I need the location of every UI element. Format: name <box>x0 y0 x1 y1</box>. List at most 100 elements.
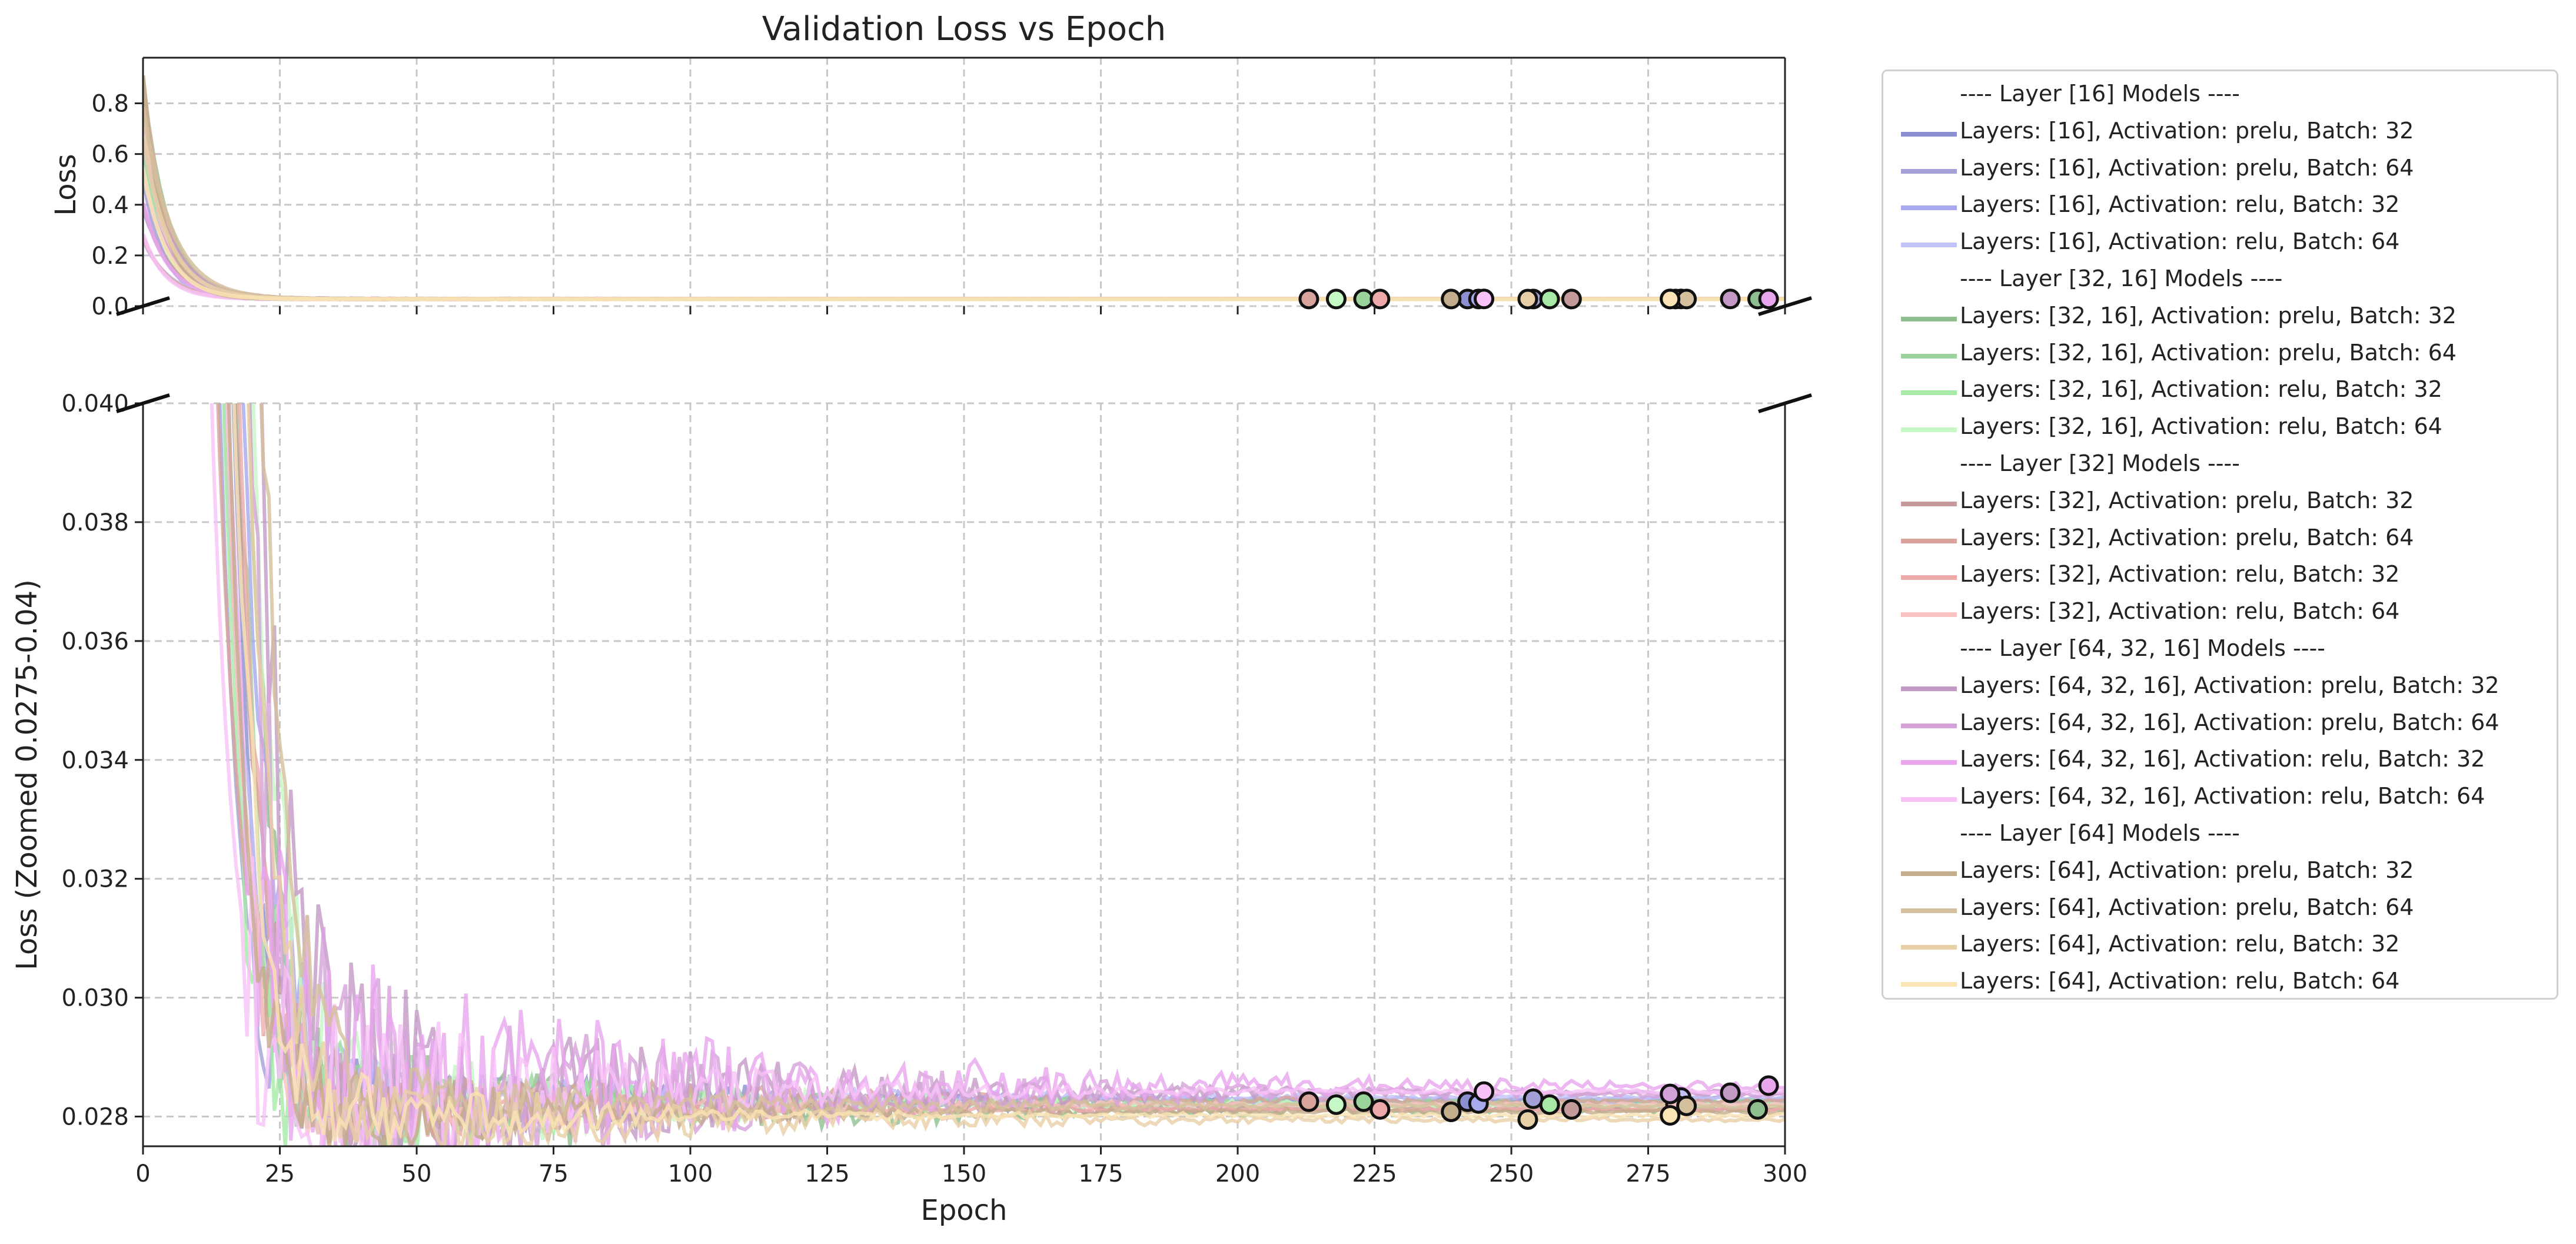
best-epoch-marker-top <box>1660 288 1681 310</box>
axes: 0 25 50 75 100 125 150 175 200 225 250 275 300 0.0 0.2… <box>61 57 1812 1187</box>
legend-swatch <box>1901 612 1957 618</box>
legend-swatch <box>1901 908 1957 913</box>
legend-label: Layers: [16], Activation: relu, Batch: 6… <box>1960 228 2400 255</box>
y-tick-label: 0.030 <box>61 985 129 1012</box>
series-line-bottom <box>246 403 1785 1146</box>
series-line-bottom <box>210 403 1785 1146</box>
best-epoch-marker-bottom <box>1758 1075 1779 1096</box>
best-epoch-marker-bottom <box>1720 1082 1741 1103</box>
legend-swatch <box>1901 945 1957 950</box>
best-epoch-marker-bottom <box>1517 1109 1538 1130</box>
bottom-y-axis-label: Loss (Zoomed 0.0275-0.04) <box>11 579 44 970</box>
y-tick-label: 0.6 <box>91 141 129 168</box>
legend-swatch <box>1901 131 1957 137</box>
legend-label: ---- Layer [32, 16] Models ---- <box>1960 266 2283 291</box>
best-epoch-marker-top <box>1441 288 1462 310</box>
legend-swatch <box>1901 723 1957 728</box>
legend-entry: Layers: [32, 16], Activation: prelu, Bat… <box>1883 336 2557 373</box>
best-epoch-marker-bottom <box>1660 1105 1681 1126</box>
best-epoch-marker-bottom <box>1676 1095 1697 1116</box>
best-epoch-marker-bottom <box>1325 1094 1347 1115</box>
best-epoch-marker-bottom <box>1370 1099 1391 1120</box>
legend-entry: Layers: [32], Activation: prelu, Batch: … <box>1883 521 2557 558</box>
legend-entry: Layers: [32, 16], Activation: prelu, Bat… <box>1883 299 2557 336</box>
legend-entry: Layers: [32, 16], Activation: relu, Batc… <box>1883 410 2557 446</box>
top-panel-lines <box>143 75 1785 302</box>
legend-group-header: ---- Layer [32, 16] Models ---- <box>1883 262 2557 298</box>
legend-swatch <box>1901 168 1957 174</box>
x-tick-label: 75 <box>539 1160 569 1187</box>
top-y-axis-label: Loss <box>49 154 82 215</box>
x-tick-label: 100 <box>668 1160 713 1187</box>
legend-label: Layers: [16], Activation: relu, Batch: 3… <box>1960 191 2400 218</box>
y-tick-label: 0.8 <box>91 91 129 118</box>
best-epoch-marker-top <box>1720 288 1741 310</box>
legend-label: Layers: [32, 16], Activation: relu, Batc… <box>1960 413 2442 440</box>
legend-swatch <box>1901 205 1957 211</box>
legend-group-header: ---- Layer [64] Models ---- <box>1883 817 2557 853</box>
legend: ---- Layer [16] Models ---- Layers: [16],… <box>1882 69 2558 1000</box>
x-tick-label: 175 <box>1078 1160 1123 1187</box>
series-line-bottom <box>259 403 1785 1139</box>
legend-entry: Layers: [64, 32, 16], Activation: relu, … <box>1883 742 2557 779</box>
x-tick-label: 150 <box>942 1160 986 1187</box>
legend-swatch <box>1901 871 1957 876</box>
axis-break-mark <box>116 296 170 316</box>
legend-entry: Layers: [16], Activation: relu, Batch: 3… <box>1883 188 2557 224</box>
y-tick-label: 0.038 <box>61 509 129 536</box>
legend-swatch <box>1901 797 1957 802</box>
legend-label: Layers: [32], Activation: relu, Batch: 6… <box>1960 598 2400 625</box>
legend-entry: Layers: [32], Activation: relu, Batch: 3… <box>1883 558 2557 594</box>
y-tick-label: 0.0 <box>91 293 129 320</box>
y-tick-label: 0.2 <box>91 243 129 270</box>
legend-label: Layers: [64], Activation: prelu, Batch: … <box>1960 857 2414 883</box>
legend-label: Layers: [64], Activation: relu, Batch: 3… <box>1960 931 2400 957</box>
best-epoch-marker-bottom <box>1353 1091 1374 1112</box>
legend-label: Layers: [16], Activation: prelu, Batch: … <box>1960 154 2414 181</box>
best-epoch-marker-top <box>1758 288 1779 310</box>
legend-swatch <box>1901 501 1957 506</box>
legend-label: Layers: [32], Activation: relu, Batch: 3… <box>1960 561 2400 588</box>
legend-swatch <box>1901 353 1957 359</box>
legend-swatch <box>1901 760 1957 765</box>
grid <box>142 58 1786 1146</box>
legend-entry: Layers: [32, 16], Activation: relu, Batc… <box>1883 373 2557 409</box>
legend-entry: Layers: [64, 32, 16], Activation: relu, … <box>1883 779 2557 816</box>
legend-entry: Layers: [16], Activation: prelu, Batch: … <box>1883 151 2557 188</box>
best-epoch-marker-bottom <box>1298 1091 1319 1112</box>
legend-label: Layers: [64, 32, 16], Activation: relu, … <box>1960 783 2485 810</box>
legend-label: Layers: [64, 32, 16], Activation: prelu,… <box>1960 672 2499 698</box>
best-epoch-marker-top <box>1325 288 1347 310</box>
series-line-bottom <box>232 403 1785 1146</box>
chart-title: Validation Loss vs Epoch <box>762 10 1166 48</box>
x-axis-label: Epoch <box>921 1194 1008 1227</box>
legend-entry: Layers: [64, 32, 16], Activation: prelu,… <box>1883 706 2557 742</box>
legend-swatch <box>1901 575 1957 580</box>
legend-entry: Layers: [64], Activation: relu, Batch: 3… <box>1883 927 2557 964</box>
legend-label: Layers: [64, 32, 16], Activation: relu, … <box>1960 746 2485 772</box>
best-epoch-marker-bottom <box>1539 1094 1560 1115</box>
x-tick-label: 300 <box>1763 1160 1807 1187</box>
x-tick-label: 225 <box>1352 1160 1397 1187</box>
legend-entry: Layers: [16], Activation: relu, Batch: 6… <box>1883 225 2557 261</box>
y-tick-label: 0.040 <box>61 390 129 417</box>
y-tick-label: 0.4 <box>91 192 129 219</box>
legend-entry: Layers: [64], Activation: relu, Batch: 6… <box>1883 964 2557 1001</box>
legend-entry: Layers: [16], Activation: prelu, Batch: … <box>1883 114 2557 151</box>
legend-swatch <box>1901 686 1957 691</box>
y-tick-label: 0.028 <box>61 1104 129 1131</box>
best-epoch-marker-top <box>1561 288 1582 310</box>
best-epoch-marker-bottom <box>1441 1101 1462 1122</box>
x-tick-label: 200 <box>1215 1160 1260 1187</box>
legend-label: Layers: [32], Activation: prelu, Batch: … <box>1960 524 2414 550</box>
x-tick-label: 250 <box>1489 1160 1534 1187</box>
bottom-panel-lines <box>210 403 1785 1146</box>
legend-label: ---- Layer [64, 32, 16] Models ---- <box>1960 635 2325 661</box>
legend-label: Layers: [32, 16], Activation: prelu, Bat… <box>1960 339 2457 366</box>
legend-swatch <box>1901 316 1957 321</box>
legend-label: Layers: [64], Activation: prelu, Batch: … <box>1960 894 2414 920</box>
best-epoch-marker-top <box>1474 288 1494 310</box>
series-line-top <box>143 168 1785 301</box>
best-epoch-marker-top <box>1370 288 1391 310</box>
